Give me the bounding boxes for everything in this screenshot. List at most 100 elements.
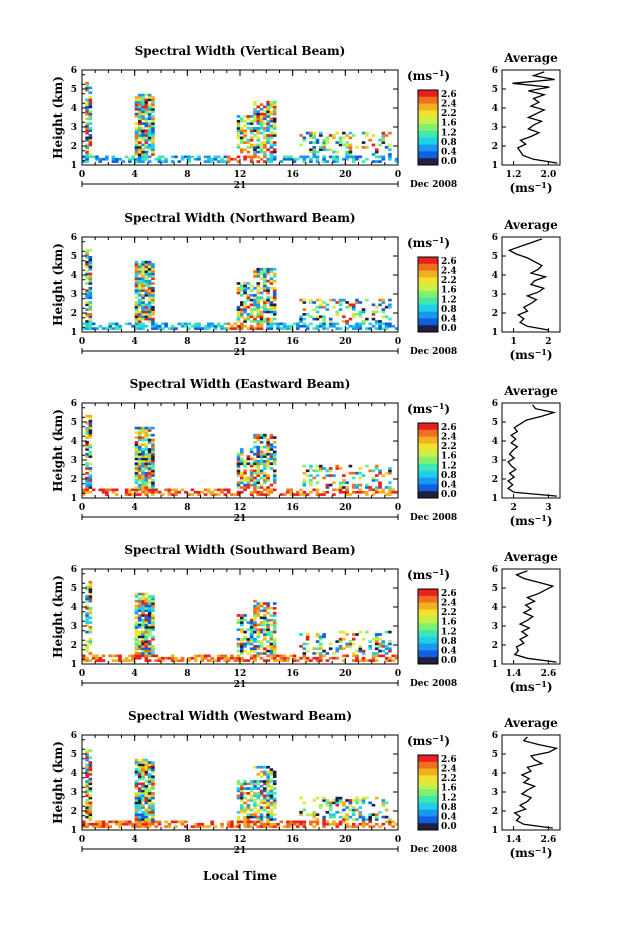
heatmap-cell	[292, 654, 297, 658]
heatmap-cell	[240, 820, 244, 824]
heatmap-cell	[322, 305, 326, 309]
heatmap-cell	[342, 654, 346, 658]
heatmap-cell	[85, 263, 89, 266]
heatmap-cell	[151, 455, 155, 458]
heatmap-cell	[141, 630, 145, 634]
heatmap-cell	[147, 115, 152, 118]
heatmap-cell	[134, 825, 139, 828]
heatmap-cell	[269, 623, 274, 627]
heatmap-cell	[180, 822, 185, 826]
heatmap-cell	[269, 308, 274, 311]
heatmap-cell	[319, 469, 323, 473]
heatmap-cell	[82, 820, 86, 824]
heatmap-cell	[141, 122, 145, 125]
heatmap-cell	[256, 324, 261, 328]
heatmap-cell	[124, 659, 129, 662]
heatmap-cell	[351, 160, 356, 163]
heatmap-cell	[154, 654, 159, 658]
heatmap-cell	[144, 796, 149, 800]
heatmap-cell	[272, 122, 277, 125]
heatmap-cell	[137, 122, 142, 125]
heatmap-cell	[141, 429, 145, 432]
heatmap-cell	[319, 298, 323, 302]
heatmap-cell	[190, 825, 195, 828]
heatmap-cell	[351, 486, 356, 489]
heatmap-cell	[88, 429, 93, 432]
heatmap-cell	[141, 275, 145, 278]
heatmap-cell	[269, 445, 274, 449]
heatmap-cell	[256, 150, 261, 154]
heatmap-cell	[144, 294, 149, 297]
heatmap-cell	[256, 623, 261, 627]
heatmap-cell	[384, 652, 389, 655]
heatmap-cell	[374, 486, 379, 489]
heatmap-cell	[272, 291, 277, 295]
heatmap-cell	[263, 433, 267, 437]
heatmap-cell	[88, 445, 93, 449]
heatmap-cell	[147, 452, 152, 456]
heatmap-cell	[118, 654, 122, 658]
heatmap-cell	[144, 265, 149, 269]
heatmap-cell	[141, 317, 145, 321]
y-tick-label: 1	[71, 161, 77, 171]
heatmap-cell	[246, 294, 251, 297]
heatmap-cell	[269, 488, 274, 492]
heatmap-cell	[338, 136, 343, 140]
x-tick-label: 0	[79, 503, 85, 513]
heatmap-cell	[141, 811, 145, 814]
heatmap-cell	[134, 136, 139, 140]
heatmap-cell	[88, 768, 93, 771]
y-tick-label: 2	[71, 142, 77, 152]
heatmap-cell	[157, 160, 162, 163]
heatmap-cell	[266, 157, 270, 161]
heatmap-cell	[88, 155, 93, 159]
heatmap-cell	[243, 637, 247, 641]
heatmap-cell	[144, 628, 149, 632]
heatmap-cell	[259, 455, 264, 458]
heatmap-cell	[141, 803, 145, 807]
heatmap-cell	[378, 486, 382, 489]
heatmap-cell	[269, 801, 274, 805]
heatmap-cell	[253, 822, 257, 826]
colorbar-tick-label: 0.4	[441, 812, 457, 822]
colorbar-segment	[418, 657, 438, 665]
heatmap-cell	[246, 298, 251, 302]
heatmap-cell	[137, 294, 142, 297]
heatmap-cell	[144, 765, 149, 769]
heatmap-cell	[137, 460, 142, 463]
heatmap-cell	[361, 490, 366, 494]
heatmap-cell	[88, 770, 93, 774]
heatmap-cell	[246, 820, 251, 824]
colorbar-tick-label: 0.4	[441, 646, 457, 656]
heatmap-cell	[131, 654, 135, 658]
heatmap-cell	[302, 155, 307, 159]
heatmap-cell	[144, 289, 149, 292]
heatmap-cell	[361, 659, 366, 662]
colorbar-tick-label: 0.8	[441, 471, 457, 481]
heatmap-cell	[85, 754, 89, 757]
heatmap-cell	[272, 103, 277, 106]
heatmap-cell	[371, 813, 376, 817]
heatmap-cell	[151, 272, 155, 276]
heatmap-cell	[147, 93, 152, 97]
heatmap-cell	[263, 160, 267, 163]
colorbar-tick-label: 1.6	[441, 452, 457, 462]
heatmap-cell	[180, 157, 185, 161]
heatmap-cell	[345, 806, 349, 809]
colorbar-tick-label: 0.0	[441, 324, 457, 334]
heatmap-cell	[137, 286, 142, 290]
heatmap-cell	[348, 303, 353, 307]
heatmap-cell	[292, 656, 297, 660]
heatmap-cell	[266, 792, 270, 795]
heatmap-cell	[309, 136, 313, 140]
heatmap-cell	[147, 105, 152, 109]
heatmap-cell	[295, 493, 300, 496]
heatmap-cell	[144, 815, 149, 819]
heatmap-cell	[272, 272, 277, 276]
heatmap-cell	[144, 279, 149, 283]
heatmap-cell	[236, 289, 241, 292]
heatmap-cell	[253, 272, 257, 276]
heatmap-cell	[85, 806, 89, 809]
heatmap-cell	[134, 138, 139, 142]
heatmap-cell	[141, 282, 145, 285]
